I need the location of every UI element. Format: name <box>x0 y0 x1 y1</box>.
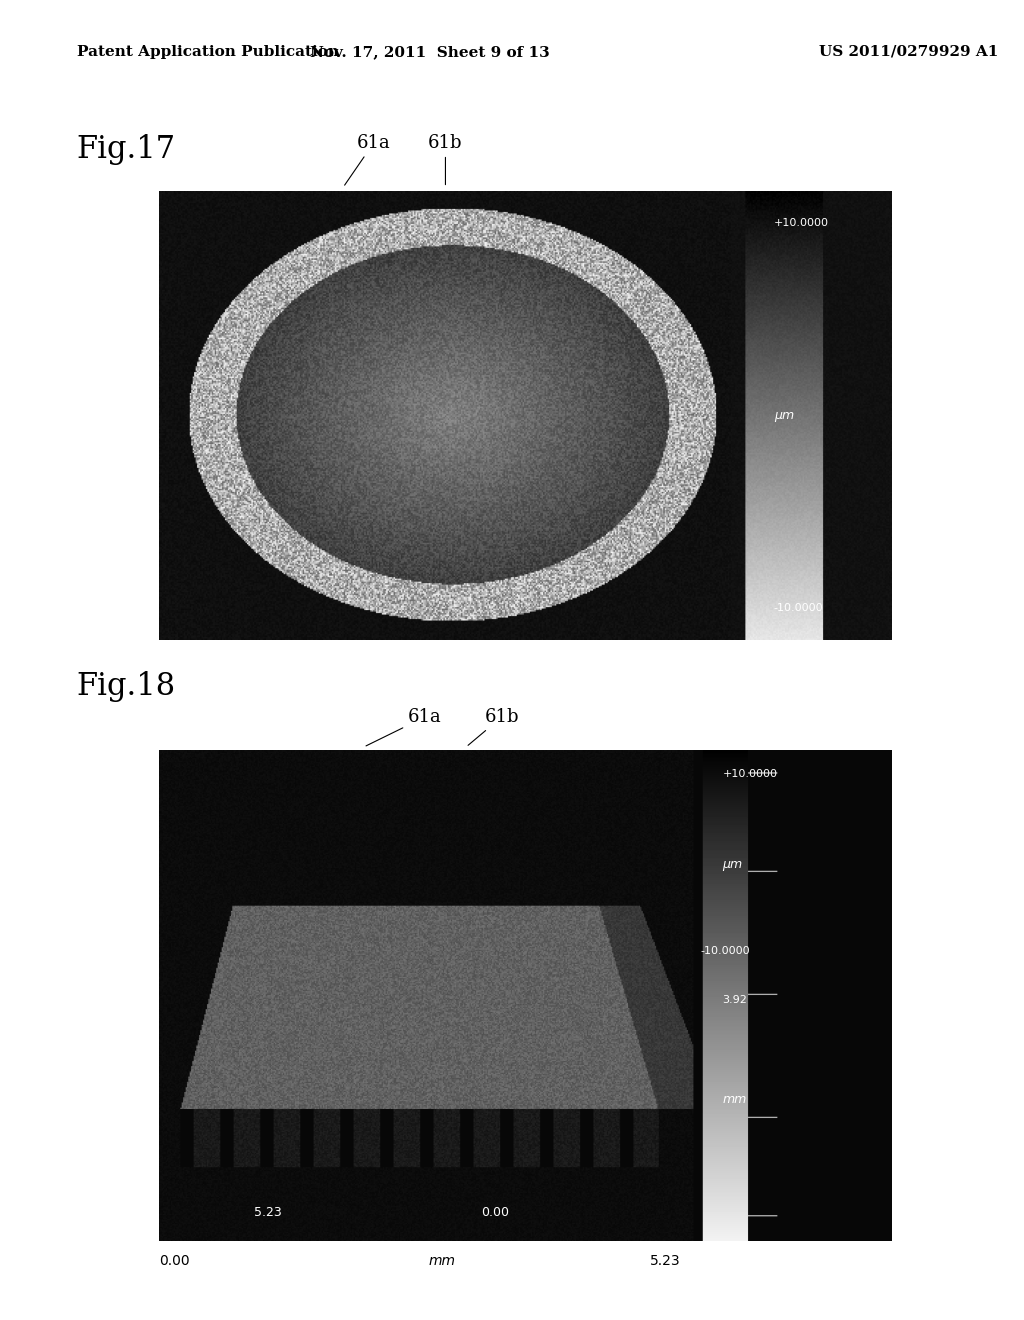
Text: -10.0000: -10.0000 <box>700 946 751 956</box>
Text: μm: μm <box>774 409 794 422</box>
Text: 61a: 61a <box>366 708 441 746</box>
Text: Patent Application Publication: Patent Application Publication <box>77 45 339 59</box>
Text: US 2011/0279929 A1: US 2011/0279929 A1 <box>819 45 998 59</box>
Text: 0.00: 0.00 <box>481 1206 509 1220</box>
Text: +10.0000: +10.0000 <box>774 218 828 228</box>
Text: +10.0000: +10.0000 <box>723 770 777 779</box>
Text: 61a: 61a <box>345 133 390 185</box>
Text: mm: mm <box>429 1254 456 1269</box>
Text: 5.23: 5.23 <box>650 1254 681 1269</box>
Text: Nov. 17, 2011  Sheet 9 of 13: Nov. 17, 2011 Sheet 9 of 13 <box>310 45 550 59</box>
Text: 61b: 61b <box>428 133 463 185</box>
Text: -10.0000: -10.0000 <box>774 603 823 614</box>
Text: 5.23: 5.23 <box>254 1206 282 1220</box>
Text: Fig.17: Fig.17 <box>77 135 176 165</box>
Text: mm: mm <box>723 1093 746 1106</box>
Text: 3.92: 3.92 <box>723 995 748 1006</box>
Text: 0.00: 0.00 <box>159 1254 189 1269</box>
Text: 61b: 61b <box>468 708 519 746</box>
Text: μm: μm <box>723 858 742 871</box>
Text: Fig.18: Fig.18 <box>77 672 176 702</box>
